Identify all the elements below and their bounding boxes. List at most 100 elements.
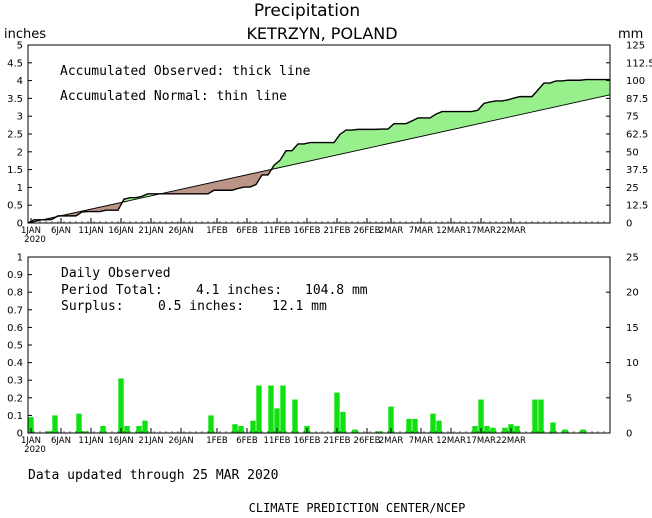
accumulated-fill-segment xyxy=(172,189,178,194)
x-tick-label: 21FEB xyxy=(324,226,351,236)
y-tick-label: 0.8 xyxy=(7,288,23,299)
x-tick-label: 6FEB xyxy=(236,436,258,446)
daily-bar xyxy=(532,399,538,433)
x-tick-label: 22MAR xyxy=(496,226,526,236)
daily-bar xyxy=(292,399,298,433)
accumulated-fill-segment xyxy=(496,100,502,120)
accumulated-fill-segment xyxy=(604,79,610,97)
accumulated-fill-segment xyxy=(304,142,310,163)
chart-title: Precipitation xyxy=(254,1,360,21)
x-tick-label: 2MAR xyxy=(379,436,404,446)
accumulated-fill-segment xyxy=(454,111,460,130)
daily-bar xyxy=(52,415,58,433)
daily-bar xyxy=(274,408,280,433)
daily-bar xyxy=(436,420,442,433)
accumulated-fill-segment xyxy=(544,83,550,110)
y-tick-label: 1 xyxy=(17,183,23,194)
accumulated-fill-segment xyxy=(490,100,496,122)
accumulated-fill-segment xyxy=(280,150,286,168)
accumulated-fill-segment xyxy=(460,111,466,128)
x-tick-label: 22MAR xyxy=(496,436,526,446)
daily-bar xyxy=(142,420,148,433)
y2-tick-label: 10 xyxy=(626,358,639,369)
surplus-mm: 12.1 mm xyxy=(272,299,327,314)
x-tick-label: 6JAN xyxy=(51,436,71,446)
accumulated-fill-segment xyxy=(298,143,304,164)
accumulated-fill-segment xyxy=(322,142,328,159)
daily-bar xyxy=(46,431,52,433)
x-tick-label: 12MAR xyxy=(436,226,466,236)
y2-tick-label: 100 xyxy=(626,76,645,87)
accumulated-fill-segment xyxy=(346,130,352,153)
y2-tick-label: 15 xyxy=(626,323,639,334)
x-tick-label: 1FEB xyxy=(206,226,228,236)
daily-bar xyxy=(334,392,340,433)
y2-tick-label: 0 xyxy=(626,429,632,440)
accumulated-fill-segment xyxy=(250,172,256,188)
accumulated-fill-segment xyxy=(598,79,604,98)
x-tick-label: 16FEB xyxy=(294,436,321,446)
daily-bar xyxy=(472,425,478,433)
x-tick-label: 2MAR xyxy=(379,226,404,236)
accumulated-fill-segment xyxy=(202,183,208,194)
accumulated-fill-segment xyxy=(580,79,586,102)
x-tick-label: 21JAN xyxy=(138,226,163,236)
y-tick-label: 4 xyxy=(17,76,23,87)
x-tick-label: 11JAN xyxy=(78,436,103,446)
y-tick-label: 0.4 xyxy=(7,358,23,369)
y-tick-label: 0 xyxy=(17,219,23,230)
y-tick-label: 1.5 xyxy=(7,165,23,176)
accumulated-fill-segment xyxy=(586,79,592,101)
credit-line: CLIMATE PREDICTION CENTER/NCEP xyxy=(249,501,466,515)
x-tick-label: 1FEB xyxy=(206,436,228,446)
legend-normal: Accumulated Normal: thin line xyxy=(60,89,287,104)
y2-tick-label: 5 xyxy=(626,393,632,404)
accumulated-fill-segment xyxy=(388,123,394,144)
daily-bar xyxy=(340,411,346,433)
y-tick-label: 0.5 xyxy=(7,341,23,352)
surplus-label: Surplus: xyxy=(61,299,124,314)
period-total-label: Period Total: xyxy=(61,283,163,298)
daily-bar xyxy=(376,431,382,433)
accumulated-fill-segment xyxy=(112,203,118,211)
daily-bar xyxy=(100,425,106,433)
x-tick-label: 26FEB xyxy=(354,226,381,236)
daily-bar xyxy=(280,385,286,433)
y2-tick-label: 20 xyxy=(626,288,639,299)
y-tick-label: 0.1 xyxy=(7,411,23,422)
accumulated-fill-segment xyxy=(190,186,196,194)
x-tick-label: 1JAN xyxy=(21,436,41,446)
accumulated-lines-layer xyxy=(27,78,611,224)
right-unit-label: mm xyxy=(618,27,643,42)
x-tick-label: 26FEB xyxy=(354,436,381,446)
accumulated-fill-segment xyxy=(382,129,388,146)
accumulated-fill-segment xyxy=(568,80,574,105)
station-name: KETRZYN, POLAND xyxy=(246,24,397,43)
y-tick-label: 0.3 xyxy=(7,376,23,387)
surplus-inches: 0.5 inches: xyxy=(158,299,244,314)
x-year-label: 2020 xyxy=(24,445,46,455)
daily-bar xyxy=(118,378,124,433)
legend-observed: Accumulated Observed: thick line xyxy=(60,64,311,79)
y2-tick-label: 37.5 xyxy=(626,165,648,176)
accumulated-fill-segment xyxy=(364,129,370,150)
y2-tick-label: 75 xyxy=(626,112,639,123)
accumulated-fill-segment xyxy=(574,80,580,103)
daily-bar xyxy=(580,429,586,433)
daily-bar xyxy=(250,420,256,433)
x-tick-label: 1JAN xyxy=(21,226,41,236)
daily-bar xyxy=(238,425,244,433)
accumulated-fill-segment xyxy=(394,123,400,143)
accumulated-fill-segment xyxy=(556,80,562,107)
x-tick-label: 17MAR xyxy=(466,226,496,236)
accumulated-fill-segment xyxy=(184,187,190,194)
accumulated-fill-segment xyxy=(286,150,292,167)
daily-x-ticks: 1JAN 6JAN 11JAN 16JAN 21JAN 26JAN 1FEB 6FEB 11FE… xyxy=(21,428,611,455)
x-tick-label: 11JAN xyxy=(78,226,103,236)
y2-tick-label: 0 xyxy=(626,219,632,230)
x-tick-label: 6FEB xyxy=(236,226,258,236)
accumulated-fill-segment xyxy=(376,129,382,147)
accumulated-fill-segment xyxy=(448,111,454,131)
accumulated-fill-segment xyxy=(538,83,544,111)
